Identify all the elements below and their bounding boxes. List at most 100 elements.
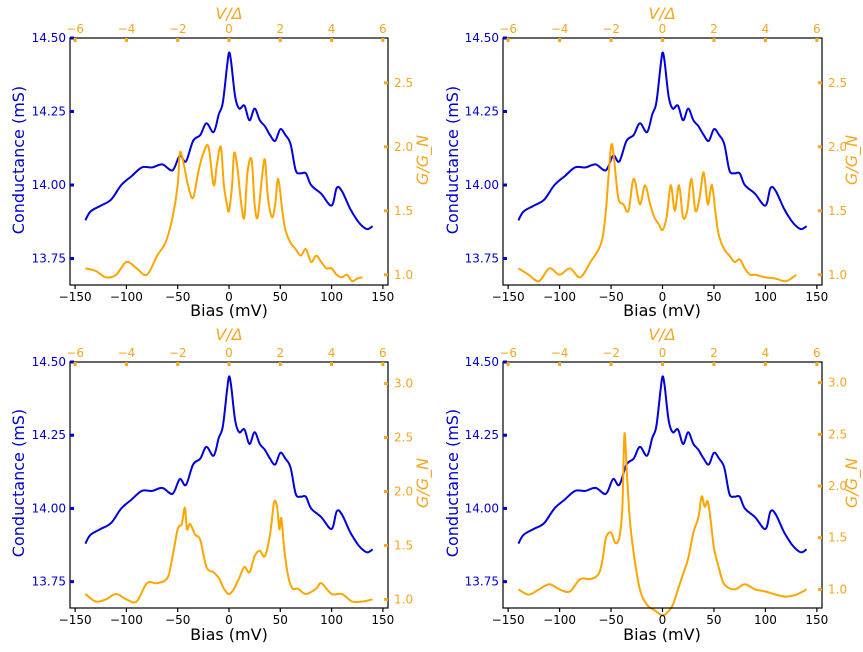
normalized-conductance-line xyxy=(517,143,797,283)
panel-bottom-left: Bias (mV) Conductance (mS) V/Δ G/G_N −15… xyxy=(9,325,433,644)
top-tick-label: 6 xyxy=(813,346,821,360)
x-axis-label-top: V/Δ xyxy=(648,4,675,23)
top-tick-label: 2 xyxy=(276,346,284,360)
y-tick-label-left: 13.75 xyxy=(465,575,499,589)
y-tick-label-left: 14.25 xyxy=(465,105,499,119)
x-tick-label: −50 xyxy=(165,290,190,304)
y-axis-label-right: G/G_N xyxy=(413,458,433,508)
top-tick-label: −2 xyxy=(602,22,620,36)
y-tick-label-right: 1.5 xyxy=(394,538,413,552)
y-axis-label-left: Conductance (mS) xyxy=(443,86,462,234)
y-tick-label-right: 1.5 xyxy=(828,531,847,545)
normalized-conductance-line xyxy=(85,143,363,283)
y-tick-label-right: 2.5 xyxy=(828,76,847,90)
top-tick-label: −6 xyxy=(66,22,84,36)
x-axis-label: Bias (mV) xyxy=(623,625,701,644)
y-tick-label-left: 14.50 xyxy=(465,355,499,369)
x-axis-label: Bias (mV) xyxy=(190,301,268,320)
top-tick-label: 2 xyxy=(710,22,718,36)
panel-top-right: Bias (mV) Conductance (mS) V/Δ G/G_N −15… xyxy=(443,4,862,320)
top-tick-label: −2 xyxy=(602,346,620,360)
x-tick-label: −150 xyxy=(59,613,92,627)
y-tick-label-left: 13.75 xyxy=(465,252,499,266)
x-tick-label: −100 xyxy=(110,613,143,627)
conductance-line xyxy=(517,375,808,554)
x-tick-label: −150 xyxy=(492,613,525,627)
x-tick-label: −150 xyxy=(492,290,525,304)
plot-frame xyxy=(502,37,823,286)
y-tick-label-left: 14.00 xyxy=(32,501,66,515)
x-tick-label: 50 xyxy=(273,290,288,304)
panel-bottom-right: Bias (mV) Conductance (mS) V/Δ G/G_N −15… xyxy=(443,325,862,644)
y-tick-label-left: 14.50 xyxy=(32,355,66,369)
top-tick-label: −6 xyxy=(66,346,84,360)
x-tick-label: −50 xyxy=(165,613,190,627)
top-tick-label: 4 xyxy=(762,22,770,36)
plot-frame xyxy=(69,37,389,286)
top-tick-label: 2 xyxy=(710,346,718,360)
x-tick-label: 100 xyxy=(754,613,777,627)
y-axis-label-right: G/G_N xyxy=(842,135,862,185)
y-tick-label-right: 2.5 xyxy=(828,427,847,441)
top-tick-label: 6 xyxy=(813,22,821,36)
x-tick-label: −50 xyxy=(598,290,623,304)
y-tick-label-right: 3.0 xyxy=(828,376,847,390)
plot-frame xyxy=(69,361,389,609)
x-axis-label-top: V/Δ xyxy=(215,325,242,344)
x-tick-label: −100 xyxy=(110,290,143,304)
x-axis-label: Bias (mV) xyxy=(190,625,268,644)
x-tick-label: 150 xyxy=(371,290,394,304)
y-tick-label-right: 1.0 xyxy=(394,592,413,606)
y-tick-label-left: 14.50 xyxy=(465,31,499,45)
top-tick-label: 2 xyxy=(276,22,284,36)
top-tick-label: 4 xyxy=(328,346,336,360)
panel-top-left: Bias (mV) Conductance (mS) V/Δ G/G_N −15… xyxy=(9,4,433,320)
y-tick-label-right: 2.0 xyxy=(394,484,413,498)
y-tick-label-left: 14.25 xyxy=(32,428,66,442)
top-tick-label: −4 xyxy=(551,22,569,36)
x-tick-label: 150 xyxy=(805,290,828,304)
x-tick-label: 0 xyxy=(225,613,233,627)
x-tick-label: −50 xyxy=(598,613,623,627)
y-tick-label-right: 2.5 xyxy=(394,76,413,90)
x-tick-label: 50 xyxy=(706,290,721,304)
y-tick-label-right: 1.5 xyxy=(394,204,413,218)
y-tick-label-left: 14.25 xyxy=(32,105,66,119)
y-tick-label-right: 1.0 xyxy=(828,268,847,282)
top-tick-label: 0 xyxy=(225,22,233,36)
y-tick-label-left: 13.75 xyxy=(32,575,66,589)
y-tick-label-right: 2.0 xyxy=(394,140,413,154)
conductance-line xyxy=(84,51,374,231)
y-tick-label-left: 14.50 xyxy=(32,31,66,45)
y-axis-label-left: Conductance (mS) xyxy=(9,86,28,234)
top-tick-label: 0 xyxy=(659,346,667,360)
top-tick-label: −6 xyxy=(499,346,517,360)
y-tick-label-left: 14.25 xyxy=(465,428,499,442)
top-tick-label: −4 xyxy=(118,346,136,360)
x-tick-label: −100 xyxy=(543,613,576,627)
x-tick-label: 150 xyxy=(371,613,394,627)
y-tick-label-left: 13.75 xyxy=(32,252,66,266)
conductance-line xyxy=(84,375,374,554)
x-axis-label-top: V/Δ xyxy=(648,325,675,344)
top-tick-label: −4 xyxy=(551,346,569,360)
top-tick-label: 6 xyxy=(379,22,387,36)
y-axis-label-right: G/G_N xyxy=(842,458,862,508)
x-tick-label: 100 xyxy=(320,613,343,627)
top-tick-label: 0 xyxy=(659,22,667,36)
y-tick-label-left: 14.00 xyxy=(465,178,499,192)
y-tick-label-left: 14.00 xyxy=(32,178,66,192)
top-tick-label: −6 xyxy=(499,22,517,36)
x-tick-label: 50 xyxy=(706,613,721,627)
x-tick-label: 150 xyxy=(805,613,828,627)
y-tick-label-right: 3.0 xyxy=(394,377,413,391)
y-axis-label-left: Conductance (mS) xyxy=(443,409,462,557)
y-axis-label-right: G/G_N xyxy=(413,135,433,185)
top-tick-label: −2 xyxy=(169,22,187,36)
y-tick-label-left: 14.00 xyxy=(465,501,499,515)
x-axis-label: Bias (mV) xyxy=(623,301,701,320)
top-tick-label: −2 xyxy=(169,346,187,360)
x-axis-label-top: V/Δ xyxy=(215,4,242,23)
x-tick-label: −100 xyxy=(543,290,576,304)
x-tick-label: 50 xyxy=(273,613,288,627)
